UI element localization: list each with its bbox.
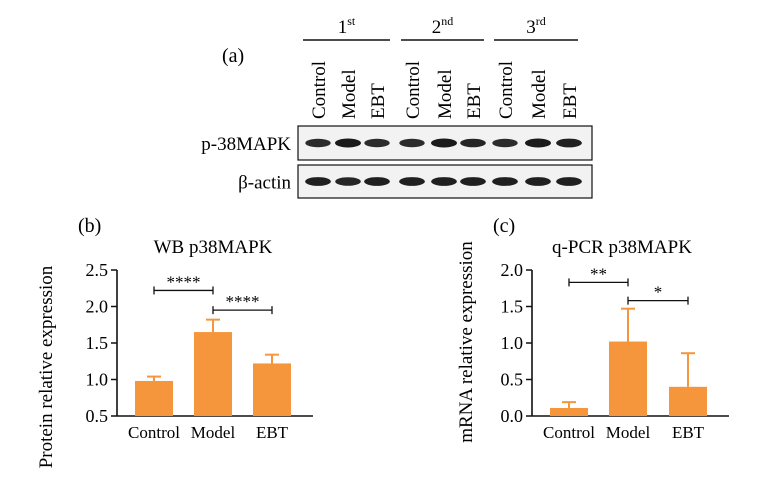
chart-c-y-axis-label: mRNA relative expression <box>456 241 477 443</box>
blot-band <box>431 177 457 186</box>
y-tick-label: 1.0 <box>501 333 524 353</box>
blot-band <box>399 177 425 186</box>
x-tick-label: Model <box>191 423 236 442</box>
blot-row-label: p-38MAPK <box>201 134 291 155</box>
blot-band <box>399 138 425 148</box>
group-header-1: 1st <box>338 14 356 38</box>
lane-label: EBT <box>464 83 485 119</box>
y-tick-label: 0.0 <box>501 406 524 426</box>
blot-row: p-38MAPK <box>201 125 593 161</box>
y-tick-label: 2.0 <box>86 297 109 317</box>
blot-band <box>364 138 390 148</box>
lane-labels: Control Model EBT Control Model EBT Control Mod… <box>309 61 581 119</box>
lane-label: Control <box>496 61 517 119</box>
y-tick-label: 1.0 <box>86 370 109 390</box>
x-tick-label: Control <box>128 423 180 442</box>
panel-a-label: (a) <box>222 45 244 67</box>
panel-a-western-blot: (a) 1st 2nd 3rd Control Model EBT Control Mode… <box>201 14 593 199</box>
lane-label: Control <box>403 61 424 119</box>
x-tick-label: Control <box>543 423 595 442</box>
group-headers: 1st 2nd 3rd <box>303 14 578 41</box>
blot-band <box>305 138 331 148</box>
y-tick-label: 0.5 <box>86 406 109 426</box>
x-tick-label: Model <box>606 423 651 442</box>
blot-band <box>335 177 361 186</box>
x-tick-label: EBT <box>256 423 289 442</box>
blot-band <box>556 177 582 186</box>
significance-label: * <box>654 283 663 302</box>
chart-b-title: WB p38MAPK <box>154 237 273 258</box>
blot-band <box>364 177 390 186</box>
panel-b-label: (b) <box>78 215 101 237</box>
panel-c-label: (c) <box>493 215 515 237</box>
blot-band <box>335 138 361 148</box>
y-tick-label: 1.5 <box>501 297 524 317</box>
bar <box>669 386 707 416</box>
lane-label: Model <box>339 69 360 119</box>
blot-band <box>460 177 486 186</box>
significance-label: **** <box>226 292 260 311</box>
significance-label: ** <box>590 264 607 283</box>
lane-label: EBT <box>560 83 581 119</box>
blot-band <box>431 138 457 148</box>
y-tick-label: 0.5 <box>501 370 524 390</box>
lane-label: Model <box>529 69 550 119</box>
group-header-2: 2nd <box>432 14 454 38</box>
bar <box>609 341 647 416</box>
x-tick-label: EBT <box>672 423 705 442</box>
chart-c-title: q-PCR p38MAPK <box>552 237 692 258</box>
bar <box>135 380 173 416</box>
bar <box>550 407 588 416</box>
chart-b: (b) WB p38MAPK Protein relative expressi… <box>36 215 313 468</box>
lane-label: EBT <box>368 83 389 119</box>
blot-band <box>460 138 486 148</box>
significance-label: **** <box>167 272 201 291</box>
blot-band <box>305 177 331 186</box>
y-tick-label: 2.5 <box>86 260 109 280</box>
blot-row-label: β-actin <box>238 173 291 194</box>
chart-b-y-axis-label: Protein relative expression <box>36 265 57 468</box>
blot-rows: p-38MAPK β-actin <box>201 125 593 199</box>
blot-band <box>492 177 518 186</box>
group-header-3: 3rd <box>526 14 546 38</box>
y-tick-label: 1.5 <box>86 333 109 353</box>
lane-label: Control <box>309 61 330 119</box>
y-tick-label: 2.0 <box>501 260 524 280</box>
chart-c: (c) q-PCR p38MAPK mRNA relative expressi… <box>456 215 729 443</box>
bar <box>253 363 291 416</box>
blot-band <box>525 177 551 186</box>
blot-band <box>492 138 518 148</box>
blot-band <box>525 138 551 148</box>
blot-band <box>556 138 582 148</box>
blot-row: β-actin <box>238 164 593 199</box>
lane-label: Model <box>435 69 456 119</box>
bar <box>194 332 232 416</box>
